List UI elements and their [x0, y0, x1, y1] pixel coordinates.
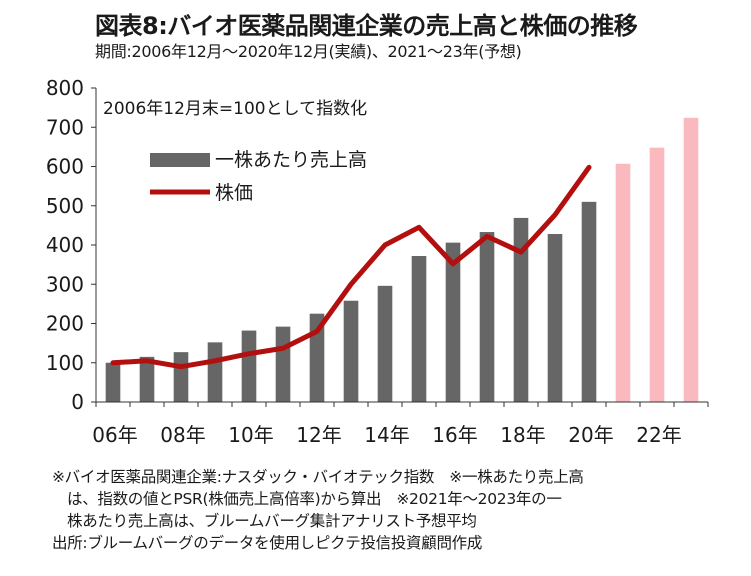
footnotes: ※バイオ医薬品関連企業:ナスダック・バイオテック指数 ※一株あたり売上高 は、指…: [52, 466, 584, 554]
bar-2006: [105, 362, 121, 402]
bar-2018: [513, 217, 529, 402]
y-tick-label: 300: [46, 272, 84, 296]
legend-swatch-bar: [150, 153, 210, 167]
legend-label-price: 株価: [215, 182, 253, 204]
y-tick-label: 100: [46, 351, 84, 375]
y-tick-label: 0: [71, 390, 84, 414]
bar-2008: [173, 352, 189, 402]
legend-label-sales: 一株あたり売上高: [215, 149, 367, 171]
y-tick-label: 700: [46, 115, 84, 139]
bar-2009: [207, 342, 223, 402]
y-tick-label: 800: [46, 76, 84, 100]
bar-2016: [445, 242, 461, 402]
chart-title: 図表8:バイオ医薬品関連企業の売上高と株価の推移: [95, 12, 638, 40]
y-tick-label: 400: [46, 233, 84, 257]
bar-2021: [615, 163, 631, 402]
y-tick-label: 500: [46, 194, 84, 218]
y-tick-label: 200: [46, 312, 84, 336]
x-tick-label: 10年: [228, 423, 273, 447]
price-line: [110, 164, 592, 370]
x-tick-label: 18年: [500, 423, 545, 447]
x-tick-label: 12年: [296, 423, 341, 447]
bar-2007: [139, 356, 155, 402]
line-group: [110, 164, 592, 370]
x-tick-label: 20年: [568, 423, 613, 447]
chart-subtitle: 期間:2006年12月～2020年12月(実績)、2021～23年(予想): [95, 42, 522, 61]
bar-2020: [581, 201, 597, 402]
bar-2017: [479, 232, 495, 402]
bar-2011: [275, 326, 291, 402]
bar-2022: [649, 147, 665, 402]
bar-2014: [377, 285, 393, 402]
chart-area: 0 100 200 300 400 500 600 700 800 06年 08年 10年 12年 14年…: [46, 76, 709, 447]
x-tick-label: 14年: [364, 423, 409, 447]
bars-group: [105, 117, 699, 402]
bar-2015: [411, 255, 427, 402]
bar-2013: [343, 300, 359, 402]
bar-2023: [683, 117, 699, 402]
source-note: 出所:ブルームバーグのデータを使用しピクテ投信投資顧問作成: [52, 534, 483, 552]
x-tick-label: 06年: [92, 423, 137, 447]
footnote-line-2: は、指数の値とPSR(株価売上高倍率)から算出 ※2021年～2023年の一: [67, 490, 562, 508]
y-tick-label: 600: [46, 155, 84, 179]
x-tick-label: 16年: [432, 423, 477, 447]
footnote-line-1: ※バイオ医薬品関連企業:ナスダック・バイオテック指数 ※一株あたり売上高: [52, 468, 584, 486]
x-tick-label: 22年: [636, 423, 681, 447]
chart-annotation: 2006年12月末=100として指数化: [103, 99, 367, 119]
axes-group: 0 100 200 300 400 500 600 700 800 06年 08年 10年 12年 14年…: [46, 76, 709, 447]
legend: 一株あたり売上高 株価: [150, 149, 367, 204]
bar-2019: [547, 234, 563, 402]
x-tick-label: 08年: [160, 423, 205, 447]
footnote-line-3: 株あたり売上高は、ブルームバーグ集計アナリスト予想平均: [67, 512, 477, 530]
bar-2010: [241, 330, 257, 402]
